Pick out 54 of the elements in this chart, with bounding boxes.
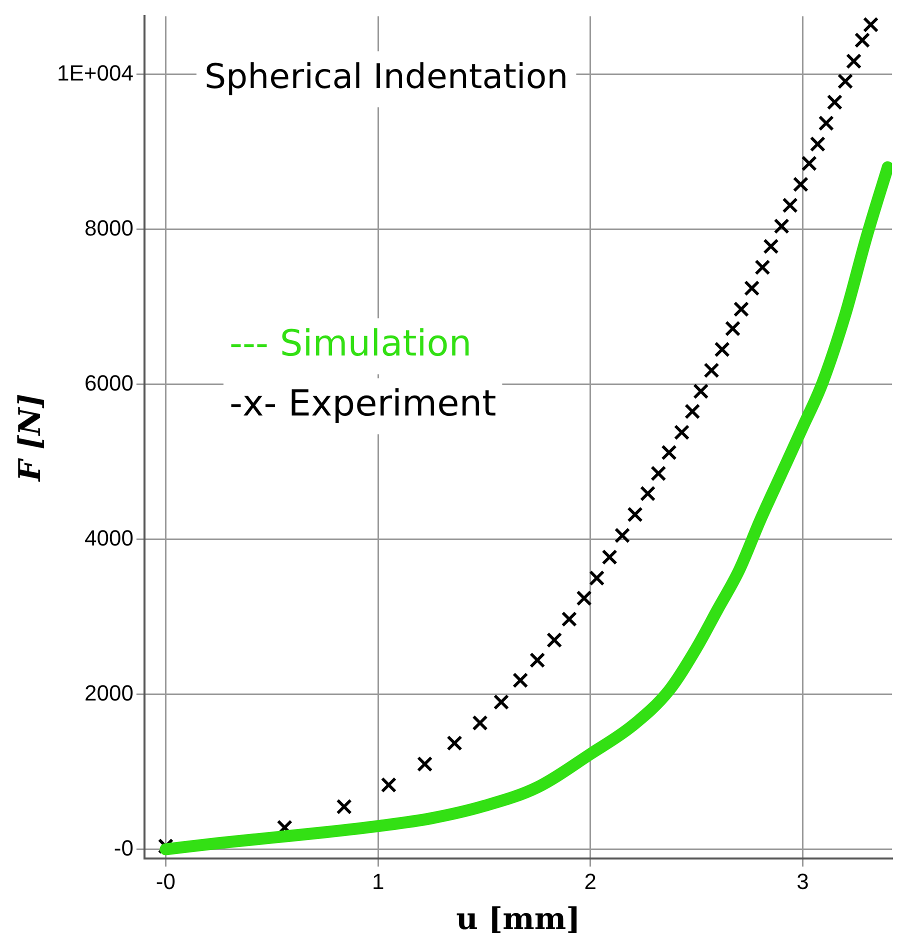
point [826, 94, 843, 110]
point [614, 528, 630, 544]
point [801, 156, 818, 172]
point [693, 383, 709, 400]
point [724, 320, 741, 336]
point [674, 424, 690, 440]
point [493, 694, 510, 710]
text: Spherical Indentation [204, 57, 568, 98]
x-tick-label: -0 [156, 868, 176, 894]
point [529, 652, 546, 668]
point [661, 444, 677, 460]
point [792, 176, 809, 192]
y-tick-label: -0 [114, 835, 134, 860]
point [602, 549, 618, 565]
point [763, 238, 779, 254]
point [733, 301, 750, 318]
point [846, 53, 862, 70]
point [704, 362, 720, 378]
x-tick-label: 3 [796, 868, 809, 894]
point [650, 466, 666, 482]
point [576, 590, 592, 606]
point [854, 32, 870, 48]
point [640, 486, 656, 502]
point [774, 218, 790, 234]
x-tick-label: 1 [372, 868, 384, 894]
point [416, 756, 433, 772]
point [512, 672, 528, 688]
point [336, 798, 352, 815]
y-axis-title: F [N] [12, 394, 48, 482]
point [810, 136, 826, 152]
point [714, 342, 730, 358]
point [627, 506, 643, 522]
text: -x- Experiment [229, 384, 496, 425]
y-tick-label: 2000 [84, 680, 134, 706]
y-tick-label: 1E+004 [56, 60, 134, 86]
point [837, 73, 854, 90]
point [472, 715, 488, 731]
point [818, 115, 834, 132]
y-tick-label: 4000 [84, 525, 134, 550]
y-tick-label: 8000 [84, 215, 134, 240]
point [862, 16, 879, 33]
point [380, 777, 397, 793]
point [588, 570, 605, 586]
x-tick-label: 2 [584, 868, 597, 894]
point [446, 735, 462, 751]
point [546, 632, 562, 648]
point [744, 280, 760, 296]
text: --- Simulation [229, 324, 472, 365]
point [561, 611, 578, 627]
point [754, 259, 770, 276]
x-axis-title: u [mm] [456, 902, 580, 937]
point [684, 404, 700, 420]
point [782, 197, 798, 214]
y-tick-label: 6000 [84, 370, 134, 396]
